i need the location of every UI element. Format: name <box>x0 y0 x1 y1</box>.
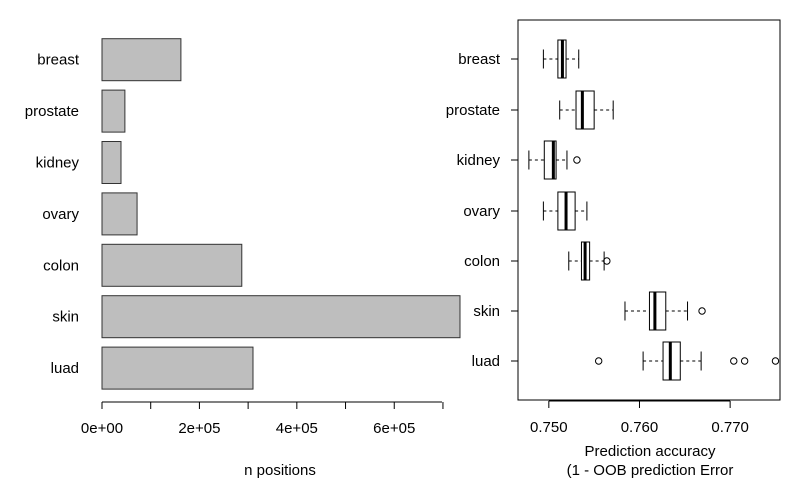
bar-breast <box>101 38 182 82</box>
outlier-colon <box>603 257 611 265</box>
outlier-luad <box>740 357 749 365</box>
bar-label-breast: breast <box>37 52 80 69</box>
box-label-prostate: prostate <box>446 102 500 119</box>
boxplot-x-axis-label-line2: (1 - OOB prediction Error <box>567 462 734 479</box>
bar-x-tick-label: 0e+00 <box>81 420 123 437</box>
box-label-breast: breast <box>458 51 501 68</box>
box-kidney <box>543 140 557 180</box>
boxplot-prediction-accuracy: breast prostate kidney ovary colon skin luad 0.… <box>446 19 781 436</box>
box-label-kidney: kidney <box>457 152 501 169</box>
outlier-luad <box>771 357 780 365</box>
bar-x-tick-label: 4e+05 <box>276 420 318 437</box>
bar-label-skin: skin <box>52 309 79 326</box>
box-x-tick-label: 0.760 <box>621 419 659 436</box>
box-label-colon: colon <box>464 253 500 270</box>
outlier-luad <box>594 357 603 365</box>
bar-ovary <box>101 192 138 236</box>
outlier-kidney <box>573 156 581 164</box>
box-x-tick-label: 0.770 <box>711 419 749 436</box>
box-prostate <box>575 90 595 130</box>
bar-kidney <box>101 141 122 184</box>
bar-chart-n-positions: breast prostate kidney ovary colon skin luad 0e… <box>25 38 461 437</box>
outlier-luad <box>730 357 738 365</box>
box-label-skin: skin <box>473 303 500 320</box>
outlier-skin <box>698 307 706 315</box>
bar-luad <box>101 346 254 390</box>
boxplot-frame <box>517 19 781 401</box>
box-x-tick-label: 0.750 <box>530 419 568 436</box>
bar-x-tick-label: 2e+05 <box>178 420 220 437</box>
bar-x-tick-label: 6e+05 <box>373 420 415 437</box>
bar-label-prostate: prostate <box>25 103 79 120</box>
bar-label-kidney: kidney <box>36 155 80 172</box>
bar-colon <box>101 243 243 287</box>
bar-label-ovary: ovary <box>42 206 79 223</box>
box-label-ovary: ovary <box>463 203 500 220</box>
box-label-luad: luad <box>472 353 500 370</box>
bar-prostate <box>101 89 126 133</box>
bar-skin <box>101 295 461 339</box>
box-skin <box>648 291 667 331</box>
bar-label-luad: luad <box>51 360 79 377</box>
bar-label-colon: colon <box>43 257 79 274</box>
boxplot-x-axis-label-line1: Prediction accuracy <box>585 443 716 460</box>
bar-chart-x-axis-label: n positions <box>244 462 316 479</box>
